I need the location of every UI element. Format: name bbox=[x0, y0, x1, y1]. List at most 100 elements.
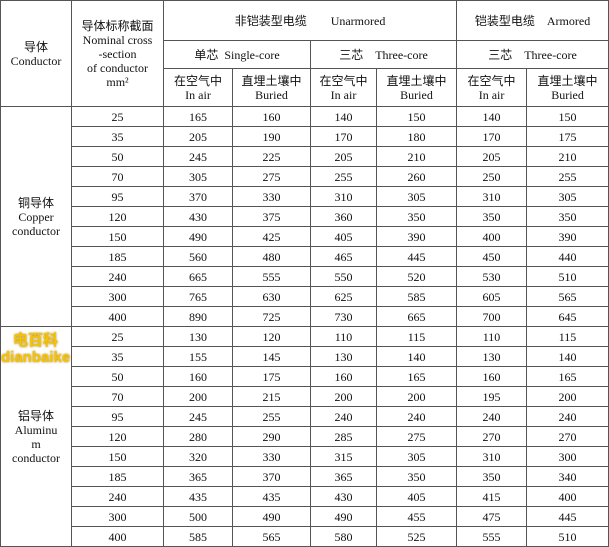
ampacity-cell: 280 bbox=[163, 426, 233, 447]
ampacity-cell: 225 bbox=[232, 146, 311, 167]
ampacity-cell: 390 bbox=[526, 226, 609, 247]
ampacity-cell: 445 bbox=[375, 246, 458, 267]
cross-section-cell: 185 bbox=[71, 246, 164, 267]
ampacity-cell: 510 bbox=[526, 266, 609, 287]
table-row: 120 280 290 285 275 270 270 bbox=[1, 426, 609, 447]
ampacity-cell: 665 bbox=[163, 266, 233, 287]
ampacity-cell: 305 bbox=[375, 446, 458, 467]
single-core-header: 单芯 Single-core bbox=[163, 40, 311, 69]
ampacity-cell: 150 bbox=[526, 106, 609, 127]
ampacity-cell: 110 bbox=[456, 326, 528, 347]
ampacity-cell: 140 bbox=[526, 346, 609, 367]
ampacity-cell: 490 bbox=[310, 506, 377, 527]
ampacity-cell: 370 bbox=[163, 186, 233, 207]
ampacity-cell: 180 bbox=[375, 126, 458, 147]
ampacity-cell: 700 bbox=[456, 306, 528, 327]
cross-section-cell: 300 bbox=[71, 506, 164, 527]
cross-section-cell: 95 bbox=[71, 186, 164, 207]
ampacity-cell: 350 bbox=[456, 466, 528, 487]
table-row: 70 305 275 255 260 250 255 bbox=[1, 166, 609, 187]
cross-section-cell: 120 bbox=[71, 206, 164, 227]
ampacity-cell: 165 bbox=[526, 366, 609, 387]
ampacity-cell: 435 bbox=[232, 486, 311, 507]
ampacity-cell: 115 bbox=[526, 326, 609, 347]
ampacity-cell: 305 bbox=[163, 166, 233, 187]
ampacity-cell: 405 bbox=[310, 226, 377, 247]
ampacity-cell: 140 bbox=[310, 106, 377, 127]
table-row: 铝导体 Aluminu m conductor 25 130 120 110 115 110 115 bbox=[0, 326, 609, 547]
cross-section-cell: 400 bbox=[71, 526, 164, 547]
ampacity-cell: 115 bbox=[375, 326, 458, 347]
ampacity-cell: 170 bbox=[456, 126, 528, 147]
ampacity-cell: 585 bbox=[163, 526, 233, 547]
table-row: 300 765 630 625 585 605 565 bbox=[1, 286, 609, 307]
ampacity-cell: 365 bbox=[310, 466, 377, 487]
table-row: 400 585 565 580 525 555 510 bbox=[1, 526, 609, 547]
table-row: 150 320 330 315 305 310 300 bbox=[1, 446, 609, 467]
ampacity-cell: 160 bbox=[310, 366, 377, 387]
ampacity-cell: 200 bbox=[375, 386, 458, 407]
ampacity-cell: 130 bbox=[163, 326, 233, 347]
table-row: 185 560 480 465 445 450 440 bbox=[1, 246, 609, 267]
cross-section-cell: 25 bbox=[71, 106, 164, 127]
ampacity-cell: 215 bbox=[232, 386, 311, 407]
ampacity-cell: 665 bbox=[375, 306, 458, 327]
table-row: 185 365 370 365 350 350 340 bbox=[1, 466, 609, 487]
ampacity-cell: 350 bbox=[526, 206, 609, 227]
table-row: 240 665 555 550 520 530 510 bbox=[1, 266, 609, 287]
ampacity-cell: 550 bbox=[310, 266, 377, 287]
ampacity-cell: 430 bbox=[163, 206, 233, 227]
ampacity-cell: 565 bbox=[232, 526, 311, 547]
ampacity-cell: 320 bbox=[163, 446, 233, 467]
cross-section-cell: 35 bbox=[71, 346, 164, 367]
ampacity-cell: 210 bbox=[375, 146, 458, 167]
ampacity-cell: 645 bbox=[526, 306, 609, 327]
ampacity-cell: 190 bbox=[232, 126, 311, 147]
ampacity-cell: 455 bbox=[375, 506, 458, 527]
ampacity-cell: 150 bbox=[375, 106, 458, 127]
table-row: 300 500 490 490 455 475 445 bbox=[1, 506, 609, 527]
ampacity-cell: 360 bbox=[310, 206, 377, 227]
ampacity-cell: 730 bbox=[310, 306, 377, 327]
in-air-header: 在空气中 In air bbox=[163, 68, 233, 107]
ampacity-cell: 530 bbox=[456, 266, 528, 287]
ampacity-cell: 375 bbox=[232, 206, 311, 227]
ampacity-cell: 340 bbox=[526, 466, 609, 487]
ampacity-cell: 555 bbox=[232, 266, 311, 287]
ampacity-cell: 145 bbox=[232, 346, 311, 367]
table-row: 铜导体 Copper conductor 25 165 160 140 150 140 150 bbox=[0, 106, 609, 327]
ampacity-cell: 205 bbox=[163, 126, 233, 147]
unarmored-header: 非铠装型电缆 Unarmored bbox=[162, 0, 458, 41]
ampacity-cell: 285 bbox=[310, 426, 377, 447]
ampacity-cell: 510 bbox=[526, 526, 609, 547]
ampacity-cell: 630 bbox=[232, 286, 311, 307]
conductor-group-label: 铜导体 Copper conductor bbox=[0, 106, 72, 327]
table-row: 240 435 435 430 405 415 400 bbox=[1, 486, 609, 507]
ampacity-cell: 290 bbox=[232, 426, 311, 447]
ampacity-cell: 240 bbox=[310, 406, 377, 427]
cross-section-cell: 35 bbox=[71, 126, 164, 147]
ampacity-cell: 560 bbox=[163, 246, 233, 267]
ampacity-cell: 500 bbox=[163, 506, 233, 527]
ampacity-cell: 160 bbox=[163, 366, 233, 387]
ampacity-cell: 555 bbox=[456, 526, 528, 547]
conductor-header: 导体 Conductor bbox=[0, 0, 72, 107]
ampacity-cell: 315 bbox=[310, 446, 377, 467]
ampacity-cell: 400 bbox=[456, 226, 528, 247]
ampacity-cell: 240 bbox=[375, 406, 458, 427]
cross-section-cell: 70 bbox=[71, 166, 164, 187]
ampacity-cell: 490 bbox=[232, 506, 311, 527]
ampacity-cell: 270 bbox=[456, 426, 528, 447]
ampacity-cell: 160 bbox=[456, 366, 528, 387]
ampacity-cell: 245 bbox=[163, 146, 233, 167]
ampacity-cell: 415 bbox=[456, 486, 528, 507]
ampacity-cell: 275 bbox=[375, 426, 458, 447]
ampacity-cell: 890 bbox=[163, 306, 233, 327]
cross-section-cell: 95 bbox=[71, 406, 164, 427]
ampacity-cell: 465 bbox=[310, 246, 377, 267]
ampacity-cell: 330 bbox=[232, 186, 311, 207]
ampacity-cell: 250 bbox=[456, 166, 528, 187]
ampacity-cell: 240 bbox=[456, 406, 528, 427]
buried-header: 直埋土壤中 Buried bbox=[375, 68, 458, 107]
ampacity-cell: 255 bbox=[310, 166, 377, 187]
